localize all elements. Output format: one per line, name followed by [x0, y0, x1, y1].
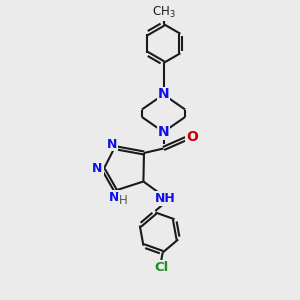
- Text: CH$_3$: CH$_3$: [152, 5, 175, 20]
- Text: N: N: [109, 190, 119, 204]
- Text: N: N: [92, 162, 103, 176]
- Text: N: N: [158, 125, 169, 139]
- Text: N: N: [158, 88, 169, 101]
- Text: O: O: [186, 130, 198, 144]
- Text: H: H: [118, 194, 127, 207]
- Text: N: N: [107, 137, 117, 151]
- Text: Cl: Cl: [154, 261, 168, 274]
- Text: NH: NH: [155, 192, 176, 205]
